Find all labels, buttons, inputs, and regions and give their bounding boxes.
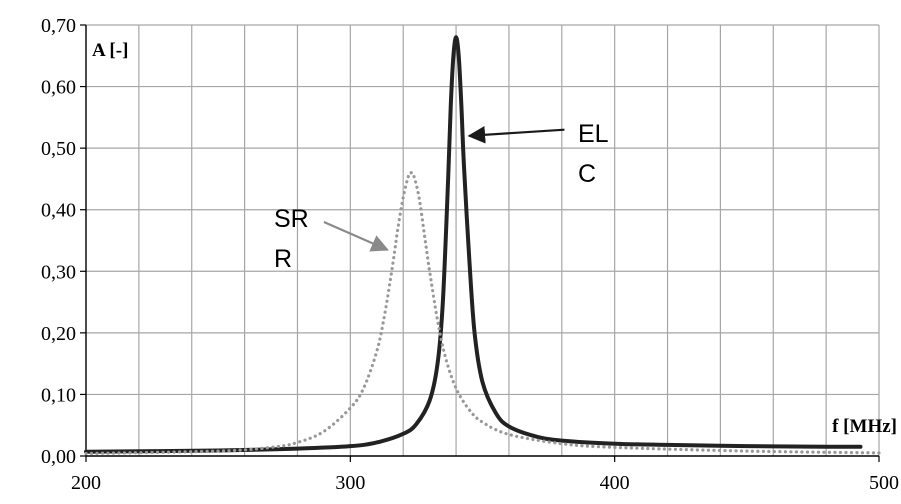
annotation-arrow-srr xyxy=(323,221,389,252)
y-tick-label: 0,60 xyxy=(41,77,76,99)
annotation-label-srr: SR xyxy=(274,205,309,233)
axes: 0,00 0,10 0,20 0,30 0,40 0,50 0,60 0,70 200 300 40… xyxy=(41,15,899,494)
x-axis-label: f [MHz] xyxy=(832,416,897,437)
x-tick-label: 300 xyxy=(335,472,365,494)
y-tick-label: 0,70 xyxy=(41,15,76,37)
y-tick-label: 0,40 xyxy=(41,200,76,222)
y-tick-label: 0,30 xyxy=(41,261,76,283)
annotation-label-elc: EL xyxy=(578,120,609,148)
annotation-arrow-elc xyxy=(467,126,565,144)
x-tick-label: 400 xyxy=(600,472,630,494)
x-tick-label: 200 xyxy=(71,472,101,494)
x-tick-label: 500 xyxy=(869,472,899,494)
y-tick-label: 0,20 xyxy=(41,323,76,345)
annotation-label-elc: C xyxy=(578,160,596,188)
y-tick-label: 0,10 xyxy=(41,384,76,406)
grid xyxy=(86,24,880,456)
annotation-label-srr: R xyxy=(274,245,292,273)
labels: A [-] f [MHz] xyxy=(92,40,897,437)
annotations: EL C SR R xyxy=(274,120,609,273)
y-tick-label: 0,50 xyxy=(41,138,76,160)
y-axis-label: A [-] xyxy=(92,40,128,61)
series xyxy=(84,35,881,456)
series-line-elc xyxy=(84,35,863,454)
series-line-srr xyxy=(84,171,881,456)
y-tick-label: 0,00 xyxy=(41,446,76,468)
